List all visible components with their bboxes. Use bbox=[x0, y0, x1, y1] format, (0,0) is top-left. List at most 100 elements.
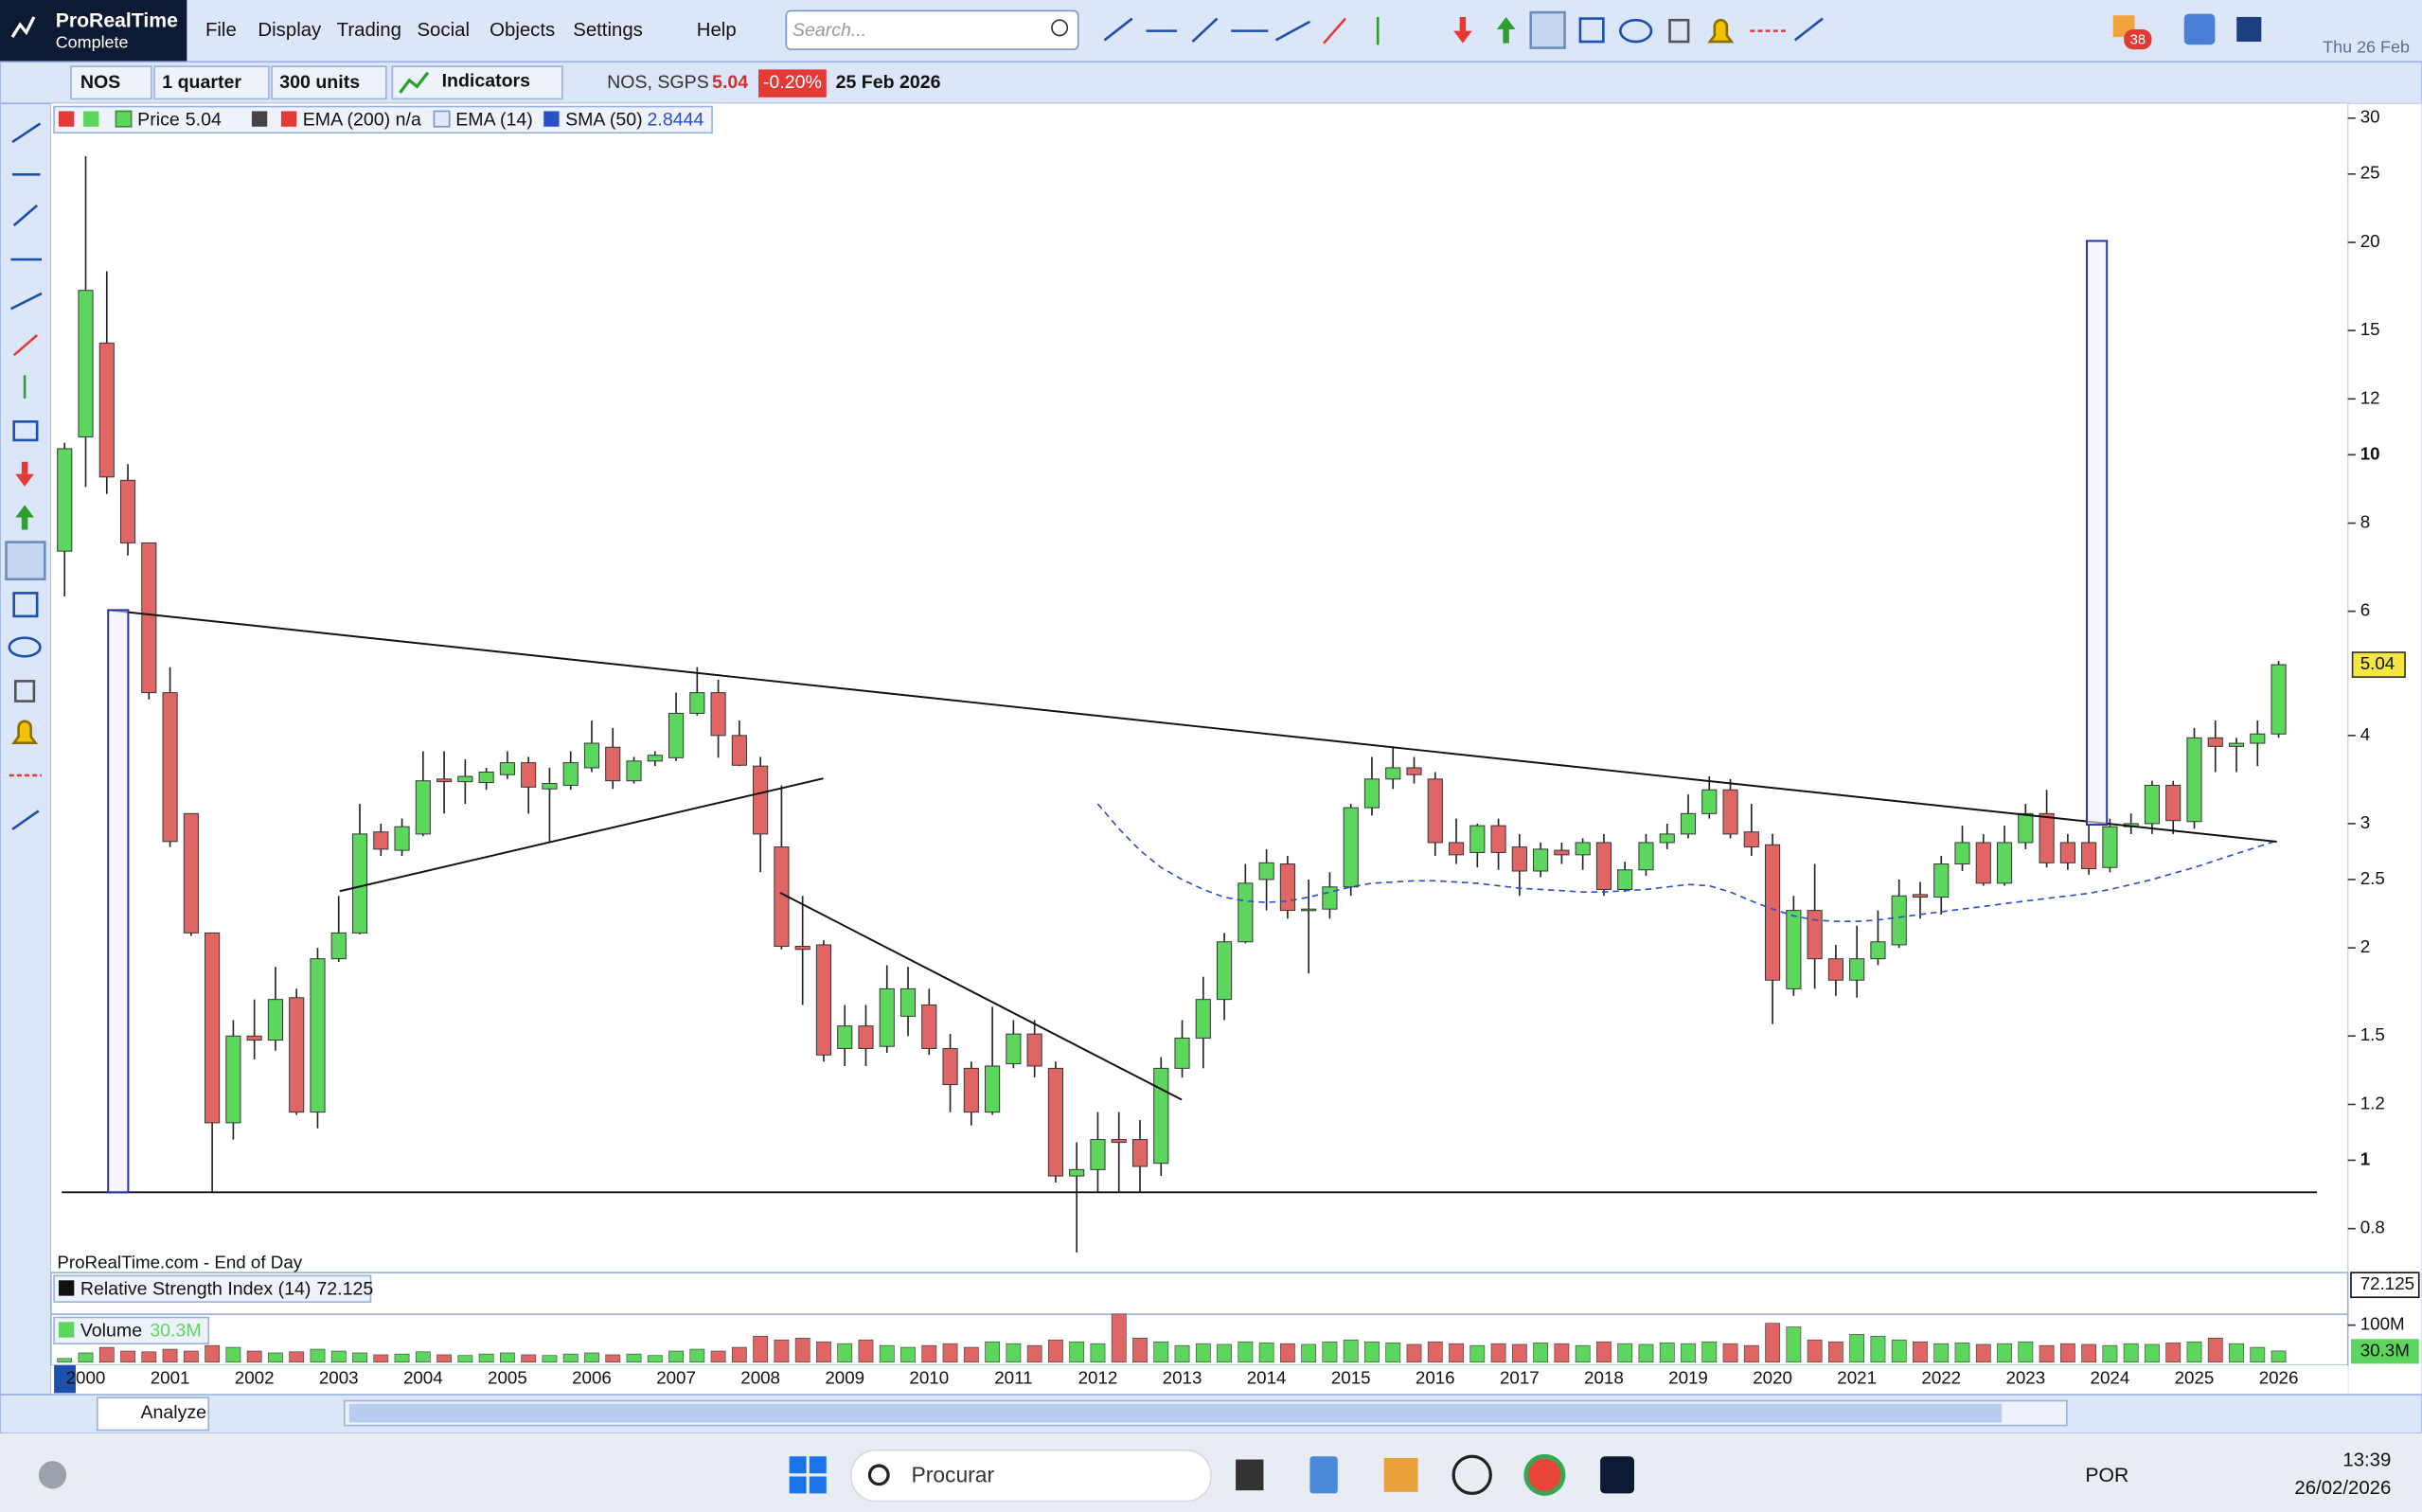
menu-item[interactable]: File bbox=[205, 20, 237, 41]
tool[interactable] bbox=[1274, 20, 1311, 42]
tool[interactable] bbox=[1529, 10, 1566, 49]
tool[interactable] bbox=[1578, 17, 1605, 44]
change: -0.20% bbox=[763, 72, 822, 93]
volume-bar bbox=[2123, 1343, 2139, 1363]
volume-bar bbox=[1891, 1339, 1907, 1363]
clock-date: 26/02/2026 bbox=[2294, 1478, 2391, 1499]
legend-price-name: Price bbox=[137, 109, 180, 130]
x-tick-label: 2013 bbox=[1163, 1368, 1202, 1388]
candle-body bbox=[1807, 910, 1823, 960]
tool[interactable] bbox=[1191, 17, 1219, 43]
start-button[interactable] bbox=[789, 1456, 827, 1494]
volume-bar bbox=[858, 1339, 874, 1363]
taskbar-app[interactable] bbox=[1236, 1459, 1264, 1491]
clock-time: 13:39 bbox=[2342, 1450, 2391, 1471]
tool[interactable] bbox=[9, 292, 43, 311]
candle-body bbox=[689, 692, 705, 714]
tool[interactable] bbox=[12, 333, 39, 357]
menu-item[interactable]: Settings bbox=[573, 20, 643, 41]
ticker: NOS bbox=[80, 72, 120, 93]
rsi-pane bbox=[50, 1272, 2349, 1316]
y-tick-label: 12 bbox=[2360, 387, 2380, 407]
tool[interactable] bbox=[1103, 17, 1133, 42]
y-tick-label: 20 bbox=[2360, 231, 2380, 251]
tool[interactable] bbox=[1619, 18, 1653, 44]
tool[interactable] bbox=[15, 505, 34, 530]
sync-icon[interactable] bbox=[2183, 13, 2216, 45]
candle-body bbox=[753, 765, 769, 835]
tool[interactable] bbox=[12, 204, 39, 227]
candle-body bbox=[162, 692, 178, 843]
start-tile bbox=[789, 1476, 807, 1494]
analyze: Analyze bbox=[140, 1402, 206, 1423]
rsi-value: 72.125 bbox=[316, 1278, 373, 1299]
window-icon[interactable] bbox=[2236, 16, 2262, 43]
rsi-legend bbox=[53, 1274, 372, 1303]
units-select[interactable] bbox=[271, 65, 387, 100]
taskbar-app[interactable] bbox=[1451, 1454, 1492, 1496]
legend-swatch bbox=[433, 110, 451, 128]
scroll-thumb[interactable] bbox=[348, 1403, 2003, 1423]
tool[interactable] bbox=[1453, 16, 1472, 44]
menu-item[interactable]: Social bbox=[417, 20, 470, 41]
volume-bar bbox=[162, 1348, 178, 1363]
volume-bar bbox=[963, 1346, 979, 1363]
volume-bar bbox=[1997, 1343, 2012, 1363]
volume-bar bbox=[2271, 1350, 2287, 1363]
candle-body bbox=[1765, 844, 1781, 981]
candle-body bbox=[1343, 807, 1359, 888]
candle-body bbox=[1469, 825, 1486, 853]
tool[interactable] bbox=[1323, 17, 1346, 44]
menu-item[interactable]: Objects bbox=[490, 20, 555, 41]
volume-bar bbox=[1258, 1343, 1274, 1363]
scroll-left-button[interactable] bbox=[54, 1365, 76, 1394]
tool[interactable] bbox=[12, 420, 39, 442]
x-tick-label: 2003 bbox=[319, 1368, 359, 1388]
candle-body bbox=[1533, 848, 1549, 872]
y-tick-label: 1.5 bbox=[2360, 1024, 2385, 1044]
taskbar-app[interactable] bbox=[1309, 1456, 1338, 1494]
tool[interactable] bbox=[1793, 17, 1824, 42]
price-pane bbox=[50, 103, 2348, 1273]
x-tick-label: 2025 bbox=[2175, 1368, 2215, 1388]
y-tick-label: 15 bbox=[2360, 319, 2380, 339]
tool[interactable] bbox=[14, 680, 36, 703]
menu-item[interactable]: Display bbox=[258, 20, 322, 41]
search-box[interactable] bbox=[785, 9, 1079, 51]
volume-bar bbox=[2165, 1343, 2182, 1363]
volume-bar bbox=[1765, 1323, 1780, 1363]
candle-body bbox=[1680, 812, 1697, 835]
volume-bar bbox=[1364, 1341, 1380, 1363]
tool[interactable] bbox=[11, 122, 42, 144]
tool[interactable] bbox=[11, 809, 40, 831]
tool[interactable] bbox=[1707, 18, 1735, 44]
x-tick-label: 2021 bbox=[1837, 1368, 1877, 1388]
trend-line bbox=[108, 609, 2277, 844]
period-select[interactable] bbox=[153, 65, 270, 100]
tool[interactable] bbox=[1496, 16, 1516, 44]
volume-bar bbox=[1575, 1344, 1591, 1363]
candle-body bbox=[141, 542, 157, 694]
x-tick-label: 2006 bbox=[572, 1368, 612, 1388]
tool[interactable] bbox=[11, 720, 39, 744]
volume-bar bbox=[1743, 1344, 1759, 1363]
menu-item[interactable]: Help bbox=[697, 20, 737, 41]
tool[interactable] bbox=[12, 592, 39, 618]
volume-bar bbox=[1511, 1343, 1527, 1363]
taskbar-app[interactable] bbox=[1383, 1457, 1418, 1492]
tool[interactable] bbox=[1668, 18, 1690, 44]
taskbar-app[interactable] bbox=[1523, 1453, 1566, 1496]
menu-item[interactable]: Trading bbox=[337, 20, 401, 41]
tool[interactable] bbox=[8, 636, 42, 658]
tool[interactable] bbox=[5, 541, 46, 581]
start-tile bbox=[809, 1476, 827, 1494]
volume-bar bbox=[668, 1350, 684, 1363]
x-tick-label: 2001 bbox=[151, 1368, 190, 1388]
tool[interactable] bbox=[15, 461, 34, 487]
taskbar-app[interactable] bbox=[1600, 1456, 1634, 1494]
ticker-select[interactable] bbox=[70, 65, 152, 100]
start-tile bbox=[809, 1456, 827, 1474]
analyze-button[interactable] bbox=[96, 1396, 210, 1432]
y-tick-label: 0.8 bbox=[2360, 1218, 2385, 1237]
taskbar-search[interactable] bbox=[850, 1449, 1212, 1503]
